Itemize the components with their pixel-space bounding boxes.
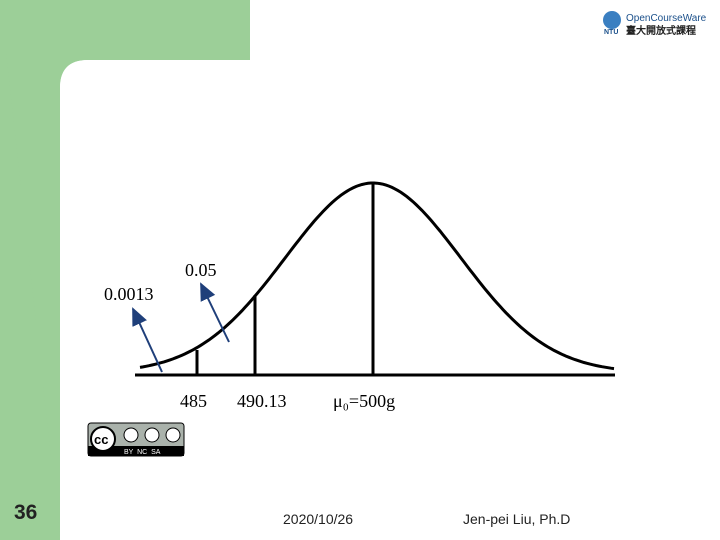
- cc-terms: BY NC SA: [124, 449, 161, 456]
- cc-strip: [88, 446, 184, 456]
- logo-globe: [603, 11, 621, 29]
- date: 2020/10/26: [283, 511, 353, 527]
- small-label: 0.0013: [104, 284, 154, 304]
- tick-490: 490.13: [237, 391, 287, 411]
- normal-curve-figure: 0.05 0.0013 485 490.13 μ₀=500g: [104, 181, 615, 411]
- arrow-alpha: [200, 282, 230, 343]
- tick-485: 485: [180, 391, 207, 411]
- green-corner: [0, 0, 250, 540]
- logo-badge: NTU: [604, 29, 618, 36]
- tick-mu: μ₀=500g: [333, 391, 395, 411]
- cc-sa: [165, 427, 181, 443]
- arrow-small: [132, 307, 163, 373]
- cc-by: [123, 427, 139, 443]
- author: Jen-pei Liu, Ph.D: [463, 511, 570, 527]
- logo: NTU OpenCourseWare 臺大開放式課程: [603, 11, 707, 37]
- cc-nc: [144, 427, 160, 443]
- content-area: [60, 60, 720, 540]
- cc-license: cc BY NC SA: [87, 422, 185, 457]
- slide-number: 36: [14, 501, 37, 524]
- cc-circle: [90, 426, 116, 452]
- cc-text: cc: [94, 432, 108, 447]
- logo-line2: 臺大開放式課程: [626, 24, 696, 37]
- bell-curve: [139, 181, 615, 371]
- alpha-label: 0.05: [185, 260, 217, 280]
- logo-line1: OpenCourseWare: [626, 13, 707, 24]
